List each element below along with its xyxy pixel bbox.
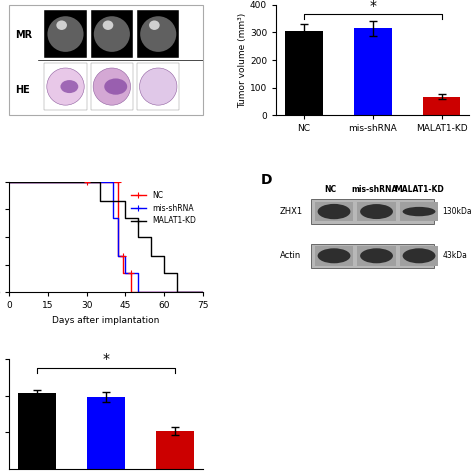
Ellipse shape [56,20,67,30]
Bar [285,31,323,115]
Bar [315,202,353,221]
Ellipse shape [47,68,84,105]
Ellipse shape [139,68,177,105]
Y-axis label: Tumor volume (mm³): Tumor volume (mm³) [238,12,247,108]
Ellipse shape [61,80,78,93]
Bar [91,64,133,110]
Ellipse shape [360,204,393,219]
Ellipse shape [318,248,350,263]
Text: MR: MR [15,29,32,40]
Ellipse shape [140,16,176,52]
Ellipse shape [402,207,436,216]
Bar [311,244,435,268]
Legend: NC, mis-shRNA, MALAT1-KD: NC, mis-shRNA, MALAT1-KD [128,188,199,228]
Ellipse shape [318,204,350,219]
Text: ZHX1: ZHX1 [280,207,303,216]
Bar [87,397,125,469]
Bar [137,10,180,58]
Text: HE: HE [15,85,30,95]
Ellipse shape [104,79,127,95]
X-axis label: Days after implantation: Days after implantation [53,316,160,325]
Ellipse shape [149,20,160,30]
Bar [44,64,87,110]
Text: Actin: Actin [280,251,301,260]
Ellipse shape [94,16,130,52]
Text: MALAT1-KD: MALAT1-KD [394,185,444,194]
Bar [400,202,438,221]
Ellipse shape [47,16,83,52]
Bar [91,10,133,58]
Text: NC: NC [324,185,336,194]
Text: *: * [369,0,376,13]
Bar [311,200,435,224]
Bar [137,64,180,110]
Ellipse shape [360,248,393,263]
Bar [354,28,392,115]
Bar [400,246,438,265]
Bar [18,393,56,469]
Bar [423,97,460,115]
Bar [315,246,353,265]
Ellipse shape [93,68,130,105]
Text: 43kDa: 43kDa [442,251,467,260]
Ellipse shape [103,20,113,30]
Text: mis-shRNA: mis-shRNA [351,185,398,194]
Text: D: D [261,173,272,187]
Bar [44,10,87,58]
Ellipse shape [402,248,436,263]
Bar [357,246,396,265]
Text: 130kDa: 130kDa [442,207,472,216]
Bar [357,202,396,221]
Text: *: * [102,352,109,366]
Bar [156,431,194,469]
